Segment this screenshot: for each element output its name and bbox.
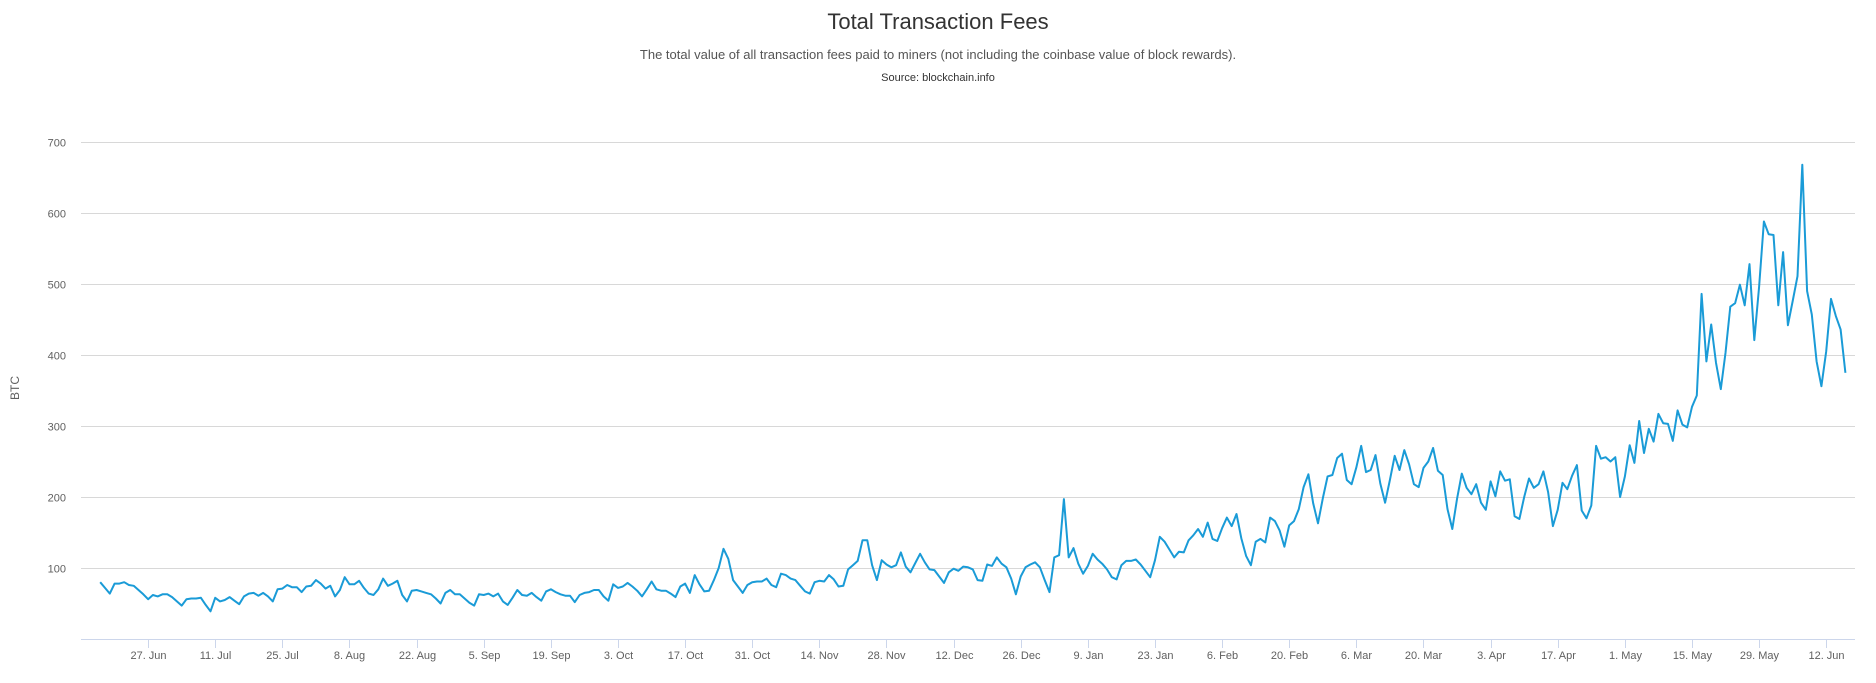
y-tick-label: 300 (48, 422, 66, 434)
x-tick-label: 3. Apr (1477, 650, 1506, 662)
y-tick-label: 500 (48, 280, 66, 292)
y-tick-label: 200 (48, 493, 66, 505)
x-tick-label: 31. Oct (735, 650, 770, 662)
chart-subtitle: The total value of all transaction fees … (640, 47, 1236, 62)
x-tick-label: 14. Nov (801, 650, 839, 662)
x-tick-label: 23. Jan (1137, 650, 1173, 662)
y-axis-ticks: 100 200 300 400 500 600 700 (48, 138, 66, 576)
x-tick-label: 6. Feb (1207, 650, 1238, 662)
x-tick-label: 27. Jun (130, 650, 166, 662)
x-tick-label: 22. Aug (399, 650, 436, 662)
y-tick-label: 700 (48, 138, 66, 150)
x-tick-label: 11. Jul (200, 650, 232, 662)
x-tick-label: 6. Mar (1341, 650, 1373, 662)
x-tick-label: 20. Feb (1271, 650, 1308, 662)
y-axis-label: BTC (8, 376, 22, 400)
x-tick-label: 28. Nov (868, 650, 906, 662)
x-tick-label: 29. May (1740, 650, 1780, 662)
x-tick-label: 19. Sep (533, 650, 571, 662)
x-tick-label: 17. Oct (668, 650, 703, 662)
x-tick-label: 5. Sep (469, 650, 501, 662)
x-tick-label: 26. Dec (1003, 650, 1041, 662)
y-tick-label: 400 (48, 351, 66, 363)
x-tick-label: 12. Dec (936, 650, 974, 662)
series-btc (99, 163, 1847, 613)
x-tick-label: 3. Oct (604, 650, 633, 662)
chart-source: Source: blockchain.info (881, 72, 995, 84)
x-tick-label: 1. May (1609, 650, 1643, 662)
series-line (99, 163, 1847, 613)
x-tick-label: 17. Apr (1541, 650, 1576, 662)
y-tick-label: 600 (48, 209, 66, 221)
x-tick-label: 9. Jan (1074, 650, 1104, 662)
x-axis-ticks: 27. Jun 11. Jul 25. Jul 8. Aug 22. Aug 5. Sep… (130, 639, 1845, 662)
y-tick-label: 100 (48, 564, 66, 576)
x-tick-label: 12. Jun (1808, 650, 1844, 662)
x-tick-label: 20. Mar (1405, 650, 1443, 662)
gridlines (81, 142, 1855, 569)
x-tick-label: 25. Jul (266, 650, 298, 662)
chart-title: Total Transaction Fees (827, 9, 1048, 34)
x-tick-label: 8. Aug (334, 650, 365, 662)
x-tick-label: 15. May (1673, 650, 1713, 662)
